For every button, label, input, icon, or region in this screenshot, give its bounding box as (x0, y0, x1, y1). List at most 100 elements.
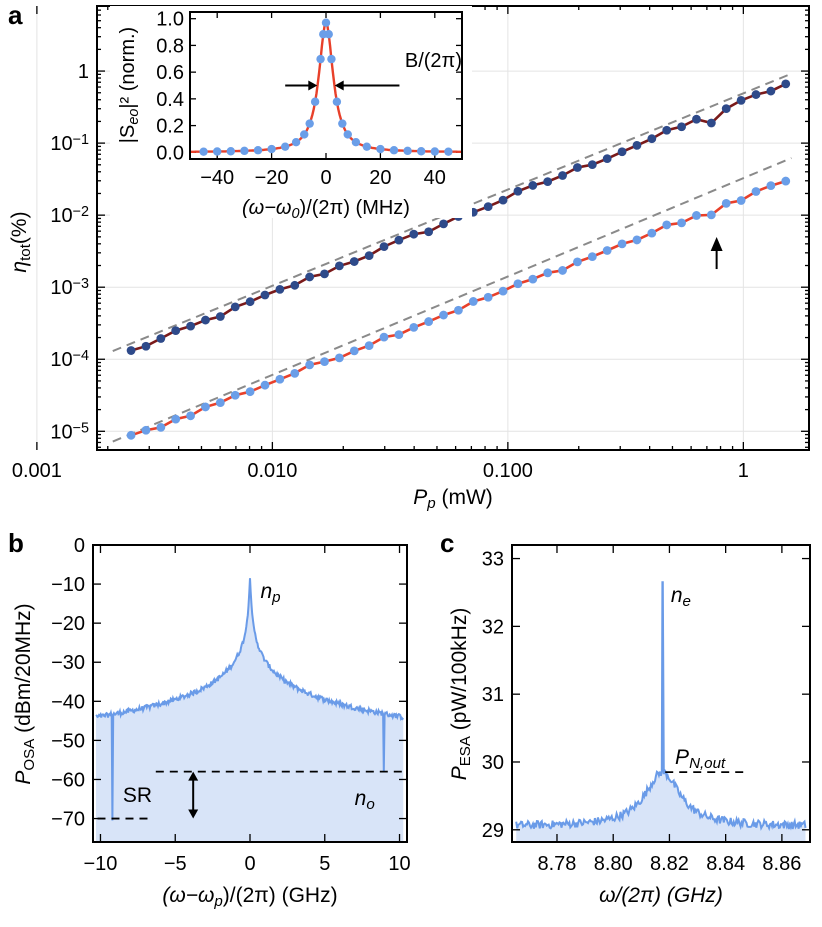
inset-point (305, 119, 314, 128)
series-lower-point (439, 310, 448, 320)
y-axis-label: ηtot(%) (8, 211, 34, 272)
series-upper-point (498, 195, 508, 205)
series-upper-point (439, 219, 448, 229)
x-axis-label: Pp (mW) (413, 486, 493, 512)
inset-y-tick-label-part: 0.0 (156, 142, 184, 164)
osa-spectrum-fill (95, 578, 404, 842)
series-lower-point (334, 353, 344, 363)
y-tick-label-part: −5 (73, 420, 89, 436)
series-upper-point (156, 334, 166, 343)
c-y-tick-label: 30 (482, 752, 504, 774)
b-x-tick-label-part: 5 (319, 853, 330, 875)
series-upper-point (379, 242, 389, 252)
c-x-tick-label: 8.82 (650, 853, 689, 875)
b-y-tick-label: −60 (51, 769, 85, 791)
series-upper-point (394, 235, 404, 245)
series-upper-point (677, 122, 686, 132)
series-upper-point (543, 177, 553, 187)
c-y-tick-label: 32 (482, 616, 504, 638)
inset-x-axis-label-part: 0 (292, 206, 300, 222)
series-lower-point (126, 430, 136, 440)
inset-x-tick-label-part: 40 (424, 167, 446, 189)
inset-y-axis-label: |Seo|² (norm.) (117, 27, 142, 143)
b-y-tick-label-part: −40 (51, 691, 85, 713)
x-axis-label-part: (mW) (436, 486, 493, 509)
inset-y-tick-label-part: 0.8 (156, 35, 184, 57)
inset-x-tick-label: −20 (255, 167, 289, 189)
inset-y-tick-label-part: 0.2 (156, 116, 184, 138)
series-upper-point (275, 284, 285, 294)
x-tick-label-part: 1 (738, 460, 749, 482)
inset-point (267, 144, 276, 154)
series-upper-point (706, 118, 716, 128)
inset-x-tick-label-part: 0 (320, 167, 331, 189)
inset-y-tick-label: 0.6 (156, 62, 184, 84)
inset-y-tick-label-part: 0.4 (156, 89, 184, 111)
series-lower-point (394, 330, 404, 340)
optical-peak-label: no (355, 787, 375, 813)
width-arrowhead-left (308, 80, 318, 91)
electrical-peak-label-part: e (683, 593, 691, 610)
series-upper-point (573, 163, 582, 172)
b-y-tick-label-part: −20 (51, 613, 85, 635)
series-upper-point (692, 114, 701, 124)
series-upper-point (558, 171, 567, 180)
inset-frame (189, 11, 463, 160)
inset-x-axis-label: (ω−ω0)/(2π) (MHz) (242, 197, 410, 222)
inset-y-tick-label-part: 0.6 (156, 62, 184, 84)
sr-label: SR (123, 784, 152, 807)
series-upper-point (364, 251, 374, 260)
pump-peak-label-part: p (271, 589, 280, 606)
series-lower-point (141, 425, 151, 435)
inset-point (343, 130, 352, 139)
series-lower-point (230, 390, 240, 400)
b-x-tick-label: 5 (319, 853, 330, 875)
pn-out-label-part: N,out (689, 755, 726, 772)
b-y-tick-label: −50 (51, 730, 85, 752)
inset-point (199, 147, 208, 156)
lower-fit-line (112, 157, 792, 443)
inset-point (281, 142, 290, 151)
esa-spectrum-line (515, 581, 807, 832)
y-tick-label: 10−2 (50, 204, 89, 227)
x-tick-label: 0.100 (483, 460, 533, 482)
inset-point (240, 146, 249, 156)
y-tick-label-part: 10 (50, 277, 72, 299)
series-upper-point (632, 141, 642, 150)
series-upper-point (230, 302, 240, 312)
series-lower-point (781, 176, 791, 186)
series-lower-point (558, 266, 567, 275)
inset-x-tick-label-part: 20 (369, 167, 391, 189)
inset-y-tick-label: 0.8 (156, 35, 184, 57)
series-upper-point (528, 181, 538, 190)
inset-y-tick-label: 1.0 (156, 9, 184, 31)
inset-point (213, 147, 222, 156)
y-tick-label-part: 1 (78, 61, 89, 83)
inset-x-axis-label-part: (ω−ω (242, 197, 292, 219)
series-lower-point (186, 411, 195, 421)
electrical-peak-label-part: n (671, 584, 683, 607)
c-y-tick-label-part: 33 (482, 549, 504, 571)
series-lower-point (424, 317, 434, 326)
inset-point (376, 144, 385, 154)
b-y-tick-label-part: −50 (51, 730, 85, 752)
c-y-tick-label: 33 (482, 549, 504, 571)
inset-point (403, 146, 412, 156)
y-tick-label-part: −1 (73, 132, 89, 148)
c-x-tick-label-part: 8.82 (650, 853, 689, 875)
b-x-axis-label: (ω−ωp)/(2π) (GHz) (162, 884, 337, 910)
inset-point (332, 97, 342, 106)
b-x-tick-label-part: 0 (244, 853, 255, 875)
c-x-tick-label-part: 8.86 (762, 853, 801, 875)
series-upper-point (751, 90, 761, 99)
x-tick-label: 1 (738, 460, 749, 482)
series-upper-point (781, 79, 791, 89)
inset-y-tick-label: 0.2 (156, 116, 184, 138)
c-x-tick-label-part: 8.84 (706, 853, 745, 875)
series-lower-point (543, 268, 553, 278)
inset-point (351, 138, 361, 147)
series-upper-point (349, 257, 359, 266)
inset-point (417, 147, 426, 156)
bandwidth-annotation: B/(2π) (405, 50, 462, 72)
pump-peak-label: np (260, 580, 280, 606)
